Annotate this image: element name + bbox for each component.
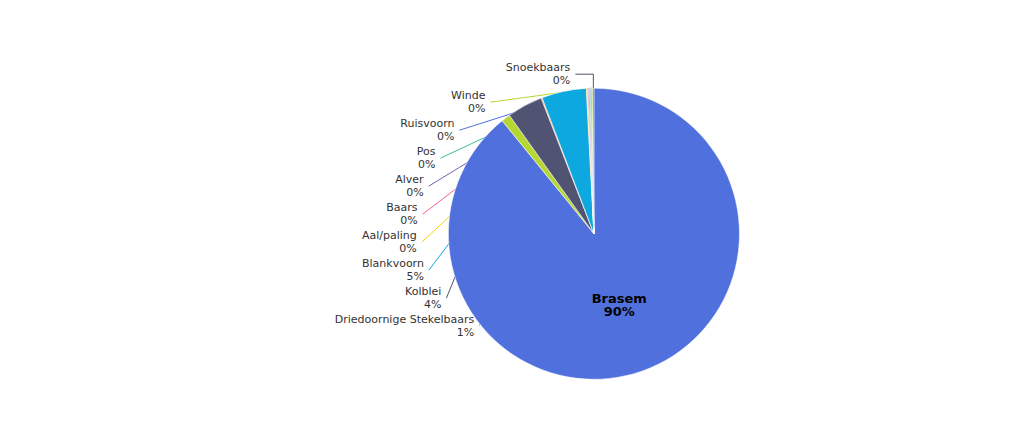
svg-text:0%: 0% <box>406 186 423 199</box>
svg-text:Alver: Alver <box>395 173 424 186</box>
svg-text:4%: 4% <box>424 298 441 311</box>
svg-text:Baars: Baars <box>386 201 418 214</box>
svg-text:0%: 0% <box>468 102 485 115</box>
svg-text:Driedoornige Stekelbaars: Driedoornige Stekelbaars <box>335 313 475 326</box>
svg-text:5%: 5% <box>406 270 423 283</box>
svg-text:0%: 0% <box>399 242 416 255</box>
svg-text:0%: 0% <box>418 158 435 171</box>
svg-text:Winde: Winde <box>451 89 486 102</box>
svg-text:0%: 0% <box>437 130 454 143</box>
svg-text:Snoekbaars: Snoekbaars <box>506 61 571 74</box>
svg-text:Kolblei: Kolblei <box>405 285 441 298</box>
svg-text:Pos: Pos <box>417 145 436 158</box>
svg-text:90%: 90% <box>604 304 635 319</box>
svg-text:1%: 1% <box>457 326 474 339</box>
svg-text:Brasem: Brasem <box>591 291 647 307</box>
svg-text:0%: 0% <box>400 214 417 227</box>
svg-text:Ruisvoorn: Ruisvoorn <box>400 117 454 130</box>
svg-text:Aal/paling: Aal/paling <box>362 229 417 242</box>
svg-text:Blankvoorn: Blankvoorn <box>362 257 424 270</box>
svg-text:0%: 0% <box>553 74 570 87</box>
